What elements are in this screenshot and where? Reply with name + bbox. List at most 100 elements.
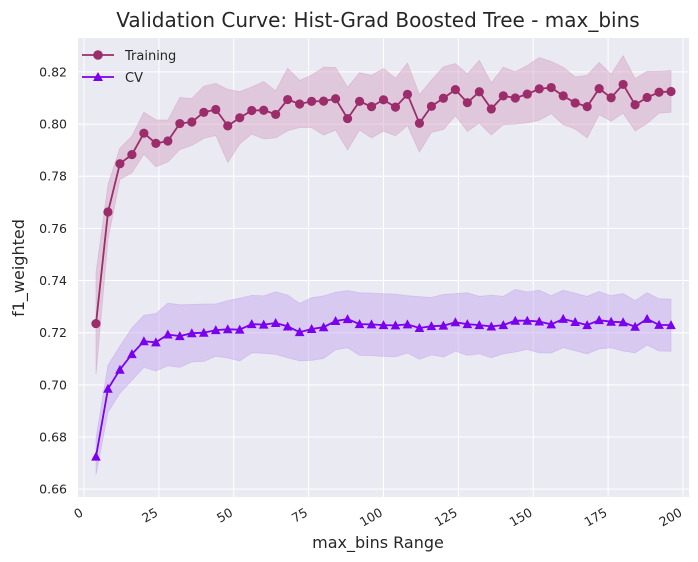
- point-training: [199, 107, 209, 117]
- std-band-cv: [95, 288, 672, 475]
- x-tick-label: 100: [357, 505, 385, 530]
- point-cv: [402, 319, 413, 329]
- point-training: [151, 138, 161, 148]
- point-cv: [187, 328, 197, 338]
- point-cv: [606, 316, 616, 326]
- point-training: [474, 87, 484, 97]
- point-cv: [198, 327, 209, 337]
- point-cv: [91, 451, 101, 461]
- point-cv: [570, 317, 580, 327]
- point-cv: [510, 315, 521, 325]
- legend-marker-training: [93, 50, 103, 60]
- point-training: [378, 95, 389, 105]
- point-training: [510, 93, 520, 103]
- point-training: [223, 121, 233, 131]
- point-training: [414, 118, 425, 128]
- point-training: [295, 99, 305, 109]
- point-cv: [498, 320, 509, 330]
- point-cv: [462, 319, 473, 329]
- point-cv: [234, 324, 245, 334]
- point-cv: [534, 316, 545, 326]
- point-cv: [390, 320, 401, 330]
- point-cv: [642, 313, 652, 323]
- point-cv: [222, 324, 233, 334]
- point-cv: [139, 336, 149, 346]
- point-training: [402, 89, 413, 99]
- point-training: [654, 87, 664, 97]
- y-tick-label: 0.72: [39, 325, 67, 340]
- point-training: [498, 91, 508, 101]
- point-cv: [210, 325, 221, 335]
- point-training: [259, 105, 269, 115]
- point-training: [103, 207, 113, 217]
- point-cv: [175, 331, 185, 341]
- point-training: [546, 82, 556, 93]
- point-training: [330, 94, 341, 104]
- point-training: [462, 98, 472, 108]
- point-training: [522, 89, 532, 99]
- point-training: [342, 113, 353, 124]
- y-tick-label: 0.74: [39, 273, 67, 288]
- point-cv: [450, 317, 461, 327]
- point-cv: [630, 321, 640, 331]
- point-training: [486, 104, 496, 114]
- x-tick-labels: 0 25 50 75 100 125 150 175 200: [71, 505, 684, 530]
- x-tick-label: 75: [289, 505, 310, 526]
- point-training: [630, 100, 640, 110]
- y-tick-label: 0.76: [39, 221, 67, 236]
- point-cv: [618, 317, 628, 327]
- point-cv: [294, 327, 305, 337]
- point-cv: [522, 315, 533, 325]
- point-cv: [354, 319, 365, 329]
- point-training: [450, 85, 460, 95]
- legend-item-training: Training: [82, 49, 176, 64]
- point-training: [666, 86, 676, 97]
- point-training: [390, 102, 401, 112]
- legend: Training CV: [82, 49, 176, 86]
- point-cv: [558, 313, 569, 323]
- point-cv: [127, 349, 137, 359]
- x-axis-label: max_bins Range: [312, 533, 444, 553]
- point-training: [163, 136, 173, 146]
- std-bands: [95, 54, 672, 475]
- grid-lines: [78, 38, 689, 497]
- x-tick-label: 50: [214, 505, 235, 526]
- x-tick-label: 200: [656, 505, 684, 530]
- point-cv: [654, 319, 664, 329]
- point-training: [139, 128, 149, 138]
- point-cv: [426, 321, 437, 331]
- point-training: [307, 96, 317, 106]
- point-cv: [270, 318, 281, 328]
- point-cv: [115, 364, 125, 374]
- point-training: [606, 93, 616, 103]
- point-training: [235, 113, 245, 123]
- point-training: [534, 84, 544, 94]
- point-training: [187, 117, 197, 127]
- point-training: [271, 109, 281, 120]
- point-cv: [258, 319, 269, 329]
- point-training: [211, 104, 221, 115]
- point-cv: [378, 320, 389, 330]
- point-training: [594, 83, 604, 94]
- point-training: [354, 96, 365, 106]
- point-cv: [546, 319, 557, 329]
- x-tick-label: 0: [71, 505, 85, 522]
- legend-marker-cv: [93, 72, 103, 81]
- point-cv: [474, 320, 485, 330]
- point-training: [318, 96, 329, 106]
- point-cv: [366, 319, 377, 329]
- point-cv: [342, 314, 353, 324]
- point-training: [127, 149, 137, 160]
- x-tick-label: 150: [507, 505, 535, 530]
- point-training: [642, 92, 652, 103]
- point-cv: [151, 337, 161, 347]
- y-tick-label: 0.66: [39, 482, 67, 497]
- point-training: [618, 79, 628, 90]
- y-tick-label: 0.82: [39, 64, 67, 79]
- std-band-training: [95, 54, 672, 375]
- point-cv: [438, 320, 449, 330]
- legend-label-training: Training: [124, 49, 176, 64]
- legend-item-cv: CV: [82, 71, 143, 86]
- point-training: [366, 101, 377, 112]
